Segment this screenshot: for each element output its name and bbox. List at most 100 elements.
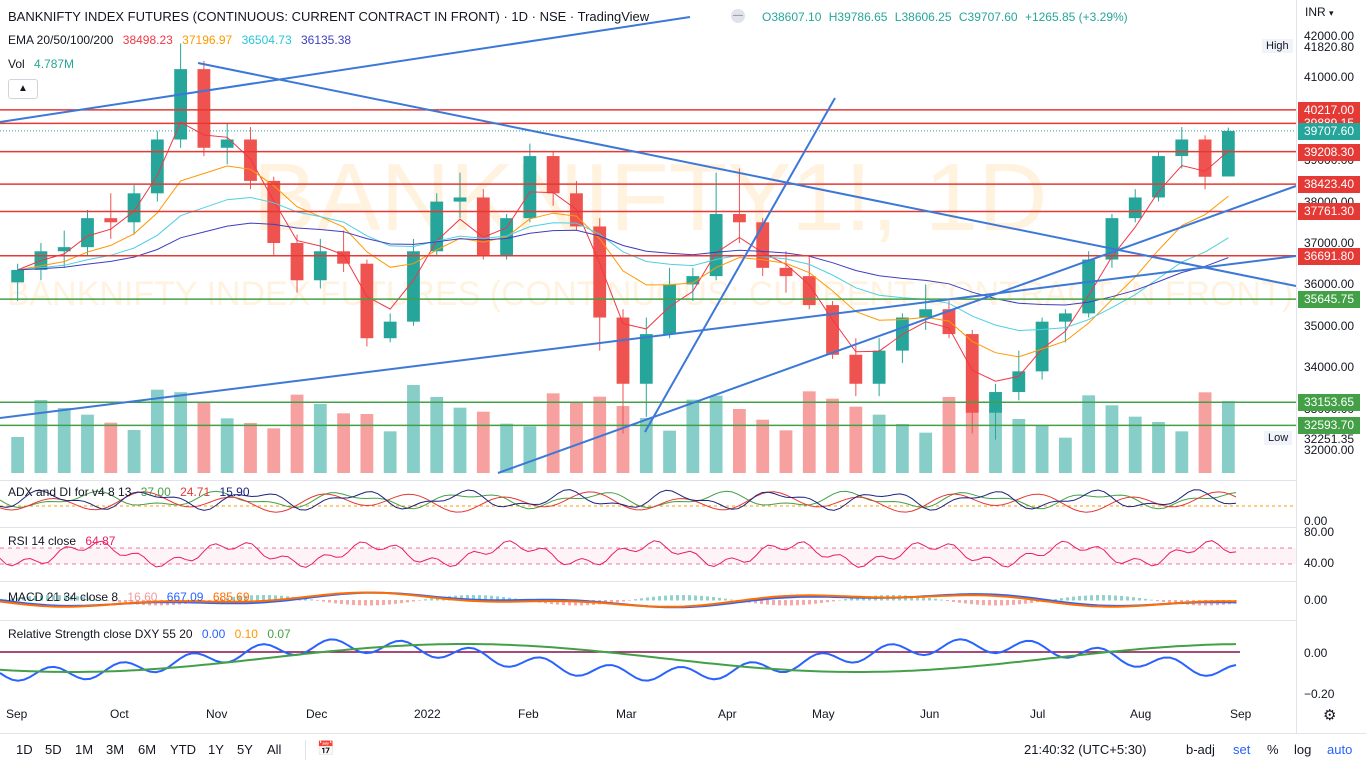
macd-histogram-bar: [322, 600, 325, 602]
macd-histogram-bar: [934, 598, 937, 601]
candle-body: [686, 276, 700, 285]
di-plus-line: [0, 491, 1237, 513]
macd-histogram-bar: [1024, 600, 1027, 604]
timeframe-button[interactable]: 1D: [16, 742, 33, 757]
volume-bar: [1105, 405, 1119, 473]
time-axis-label: Sep: [1230, 707, 1252, 721]
set-toggle[interactable]: set: [1233, 742, 1251, 757]
macd-histogram-bar: [1132, 597, 1135, 601]
candle-body: [290, 243, 304, 281]
candle-body: [1058, 313, 1072, 322]
timeframe-button[interactable]: YTD: [170, 742, 196, 757]
timeframe-button[interactable]: 1Y: [208, 742, 224, 757]
macd-histogram-bar: [796, 600, 799, 606]
timeframe-button[interactable]: 5Y: [237, 742, 253, 757]
pane-divider-rsi: [0, 527, 1296, 528]
auto-toggle[interactable]: auto: [1327, 742, 1353, 757]
trend-line: [0, 255, 1297, 419]
volume-bar: [546, 393, 560, 473]
vol-legend[interactable]: Vol 4.787M: [8, 57, 80, 71]
candle-body: [407, 251, 420, 322]
candle-body: [57, 247, 71, 252]
adx-legend[interactable]: ADX and DI for v4 8 13 37.00 24.71 15.90: [8, 485, 256, 499]
macd-histogram-bar: [16, 597, 19, 601]
macd-histogram-bar: [82, 596, 85, 601]
macd-histogram-bar: [1006, 600, 1009, 606]
timeframe-button[interactable]: All: [267, 742, 282, 757]
macd-histogram-bar: [940, 599, 943, 601]
macd-histogram-bar: [244, 595, 247, 601]
percent-toggle[interactable]: %: [1267, 742, 1279, 757]
timeframe-button[interactable]: 5D: [45, 742, 62, 757]
macd-histogram-bar: [820, 600, 823, 604]
macd-histogram-bar: [40, 595, 43, 601]
candle-body: [1012, 371, 1026, 393]
rsi-scale-label: 40.00: [1304, 556, 1335, 570]
volume-bar: [942, 397, 956, 473]
candle-body: [826, 305, 839, 355]
price-tick-label: 34000.00: [1304, 360, 1355, 375]
macd-signal-value: 685.69: [212, 590, 250, 604]
volume-bar: [244, 423, 257, 473]
volume-bar: [453, 407, 467, 473]
macd-histogram-bar: [274, 595, 277, 601]
level-price-label: 33153.65: [1298, 394, 1360, 412]
rs-legend[interactable]: Relative Strength close DXY 55 20 0.00 0…: [8, 627, 297, 641]
macd-histogram-bar: [58, 595, 61, 601]
macd-histogram-bar: [394, 600, 397, 604]
volume-bar: [34, 400, 48, 473]
volume-bar: [220, 418, 234, 473]
volume-bar: [1035, 425, 1049, 473]
macd-histogram-bar: [88, 597, 91, 601]
ema20-value: 38498.23: [122, 33, 173, 47]
ema-legend[interactable]: EMA 20/50/100/200 38498.23 37196.97 3650…: [8, 33, 357, 47]
macd-histogram-bar: [334, 600, 337, 604]
macd-histogram-bar: [922, 597, 925, 601]
symbol-title[interactable]: BANKNIFTY INDEX FUTURES (CONTINUOUS: CUR…: [8, 9, 649, 24]
badj-toggle[interactable]: b-adj: [1186, 742, 1215, 757]
timeframe-button[interactable]: 6M: [138, 742, 157, 757]
time-axis-label: Feb: [518, 707, 539, 721]
di-minus-value: 15.90: [219, 485, 250, 499]
macd-histogram-bar: [634, 599, 637, 601]
macd-histogram-bar: [706, 596, 709, 601]
candle-body: [663, 284, 676, 335]
clock[interactable]: 21:40:32 (UTC+5:30): [1024, 742, 1147, 757]
macd-histogram-bar: [220, 598, 223, 601]
macd-histogram-bar: [562, 600, 565, 606]
macd-histogram-bar: [676, 595, 679, 601]
log-toggle[interactable]: log: [1294, 742, 1312, 757]
macd-histogram-bar: [1090, 595, 1093, 601]
collapse-legend-button[interactable]: ▲: [8, 79, 38, 99]
candle-body: [174, 69, 188, 140]
volume-bar: [57, 408, 71, 473]
calendar-range-icon[interactable]: 📅: [317, 740, 335, 756]
macd-histogram-bar: [412, 600, 415, 602]
volume-bar: [383, 431, 397, 473]
time-axis-label: Jul: [1030, 707, 1046, 721]
time-axis-label: Apr: [718, 707, 737, 721]
trend-line: [0, 16, 691, 123]
candle-body: [733, 214, 746, 223]
volume-bar: [989, 410, 1002, 473]
candle-body: [802, 276, 816, 306]
ema50-value: 37196.97: [182, 33, 233, 47]
timeframe-button[interactable]: 1M: [75, 742, 94, 757]
candle-body: [756, 222, 770, 268]
timeframe-button[interactable]: 3M: [106, 742, 125, 757]
volume-bar: [965, 394, 979, 473]
candle-body: [593, 226, 607, 318]
currency-badge-icon[interactable]: —: [731, 9, 745, 23]
macd-histogram-bar: [844, 599, 847, 601]
volume-bar: [150, 389, 164, 473]
watermark-description: BANKNIFTY INDEX FUTURES (CONTINUOUS: CUR…: [7, 275, 1293, 313]
candle-body: [360, 263, 374, 339]
gear-icon[interactable]: ⚙: [1323, 707, 1337, 724]
main-chart-canvas[interactable]: BANKNIFTY1!, 1D BANKNIFTY INDEX FUTURES (…: [0, 0, 1366, 733]
macd-histogram-bar: [388, 600, 391, 605]
rsi-legend[interactable]: RSI 14 close 64.87: [8, 534, 121, 548]
level-price-label: 35645.75: [1298, 291, 1360, 309]
macd-legend[interactable]: MACD 21 34 close 8 16.60 667.09 685.69: [8, 590, 256, 604]
macd-histogram-bar: [304, 598, 307, 601]
currency-selector[interactable]: INR ▾: [1305, 5, 1334, 19]
